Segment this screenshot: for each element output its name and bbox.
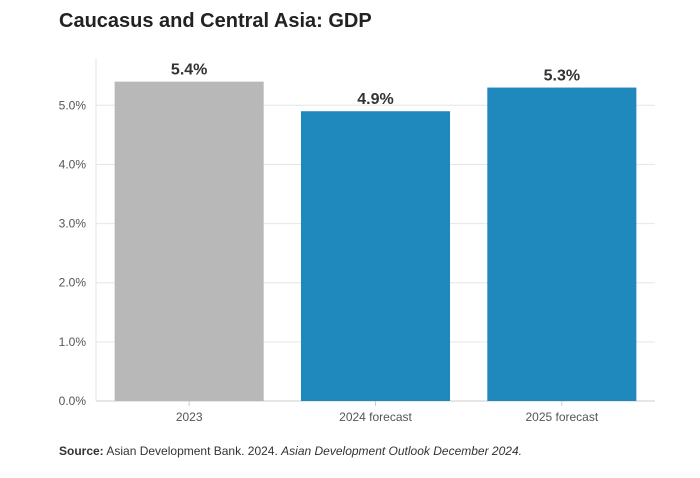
bars: [114, 81, 637, 402]
bar-chart: 0.0% 1.0% 2.0% 3.0% 4.0% 5.0% 5.4% 4.9% 5.3% 20…: [59, 58, 655, 424]
data-label: 4.9%: [357, 91, 393, 108]
source-publication: Asian Development Outlook December 2024.: [281, 444, 522, 458]
y-tick-label: 5.0%: [59, 98, 87, 112]
x-axis-ticks: 2023 2024 forecast 2025 forecast: [176, 401, 599, 424]
bar: [114, 81, 264, 401]
y-tick-label: 1.0%: [59, 335, 87, 349]
source-label: Source:: [59, 444, 104, 458]
bar: [300, 111, 451, 402]
y-tick-label: 3.0%: [59, 217, 87, 231]
y-axis-ticks: 0.0% 1.0% 2.0% 3.0% 4.0% 5.0%: [59, 98, 87, 408]
data-labels: 5.4% 4.9% 5.3%: [171, 62, 580, 109]
x-tick-label: 2024 forecast: [339, 410, 412, 424]
y-tick-label: 4.0%: [59, 157, 87, 171]
x-tick-label: 2025 forecast: [525, 410, 598, 424]
y-tick-label: 2.0%: [59, 276, 87, 290]
x-tick-label: 2023: [176, 410, 203, 424]
data-label: 5.3%: [544, 68, 580, 85]
y-tick-label: 0.0%: [59, 394, 87, 408]
data-label: 5.4%: [171, 62, 207, 79]
source-text: Asian Development Bank. 2024.: [106, 444, 278, 458]
bar: [487, 87, 637, 401]
source-note: Source: Asian Development Bank. 2024. As…: [59, 444, 522, 458]
chart-title: Caucasus and Central Asia: GDP: [59, 10, 372, 32]
